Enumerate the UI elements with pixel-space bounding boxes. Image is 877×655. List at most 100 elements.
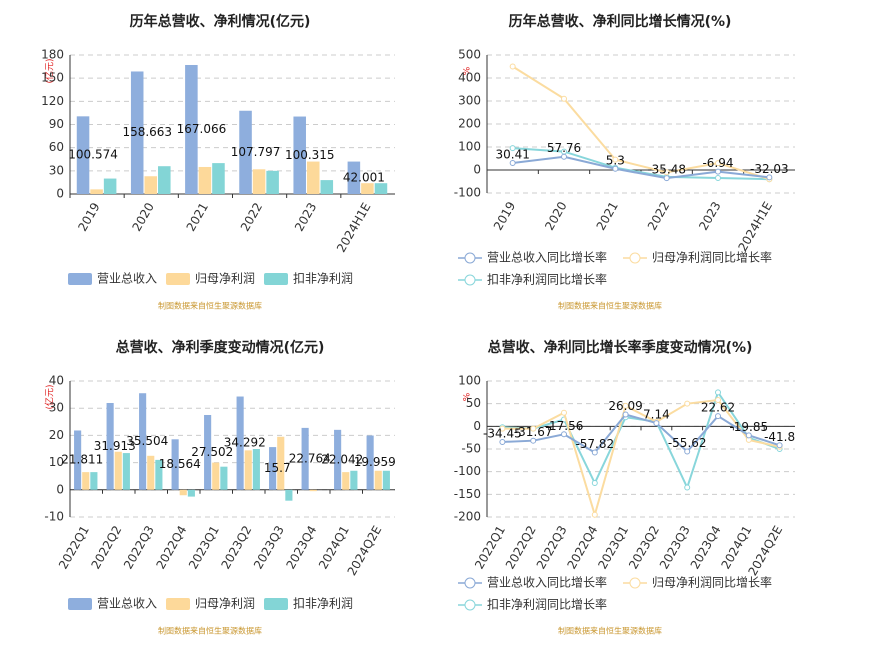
legend-label: 扣非净利润	[293, 597, 353, 611]
y-tick-label: 90	[49, 117, 64, 131]
legend-marker	[464, 577, 476, 589]
source-note: 制图数据来自恒生聚源数据库	[558, 301, 662, 311]
point	[776, 442, 783, 449]
x-tick-label: 2022	[645, 199, 672, 232]
chart-title: 总营收、净利同比增长率季度变动情况(%)	[488, 339, 753, 356]
legend-marker	[464, 274, 476, 286]
point	[715, 413, 721, 420]
bar	[309, 489, 317, 492]
point	[509, 145, 516, 152]
chart-title: 历年总营收、净利同比增长情况(%)	[509, 13, 732, 30]
value-label: -17.56	[545, 419, 584, 433]
point	[612, 156, 619, 163]
point	[745, 432, 752, 439]
line	[512, 155, 770, 180]
point	[715, 175, 721, 182]
legend-label: 扣非净利润同比增长率	[487, 272, 607, 287]
unit-label: (亿元)	[44, 384, 56, 409]
value-label: -34.45	[483, 426, 522, 440]
bar	[212, 163, 225, 194]
legend-label: 归母净利润	[195, 272, 255, 286]
bar	[366, 435, 374, 490]
bar	[82, 472, 90, 490]
value-label: 30.41	[495, 148, 529, 162]
point	[530, 437, 537, 444]
x-tick-label: 2020	[129, 200, 156, 233]
x-tick-label: 2022Q2	[88, 523, 124, 571]
value-label: -41.8	[764, 430, 795, 444]
line	[502, 398, 780, 519]
legend-marker	[464, 599, 476, 611]
y-tick-label: 100	[458, 374, 481, 388]
bar	[239, 110, 252, 194]
y-tick-label: 120	[41, 94, 64, 108]
bar	[122, 453, 130, 490]
x-tick-label: 2022	[238, 200, 265, 233]
bar	[301, 427, 309, 490]
bar	[350, 470, 358, 490]
value-label: 21.811	[61, 453, 103, 467]
legend-label: 归母净利润	[195, 597, 255, 611]
x-tick-label: 2019	[491, 199, 518, 232]
value-label: -55.62	[668, 436, 707, 450]
legend-label: 营业总收入	[97, 597, 157, 611]
point	[561, 153, 567, 160]
x-tick-label: 2023Q1	[186, 523, 222, 571]
source-note: 制图数据来自恒生聚源数据库	[558, 626, 662, 636]
value-label: 18.564	[159, 457, 201, 471]
bar	[90, 189, 103, 194]
point	[715, 397, 721, 404]
line	[502, 413, 780, 454]
legend-label: 营业总收入同比增长率	[487, 250, 607, 265]
point	[561, 95, 567, 102]
legend-label: 归母净利润同比增长率	[652, 575, 772, 590]
y-tick-label: 400	[458, 71, 481, 85]
y-tick-label: 30	[49, 401, 64, 415]
y-tick-label: 300	[458, 94, 481, 108]
bar	[220, 466, 228, 490]
bar	[334, 429, 342, 490]
x-tick-label: 2022Q1	[56, 523, 92, 571]
y-tick-label: -100	[454, 464, 481, 478]
point	[766, 174, 773, 181]
value-label: 42.001	[343, 170, 385, 184]
legend-marker	[629, 252, 641, 264]
legend-swatch	[68, 598, 92, 610]
x-tick-label: 2024H1E	[334, 200, 374, 254]
bar	[74, 430, 82, 490]
chart-title: 总营收、净利季度变动情况(亿元)	[116, 339, 325, 356]
y-tick-label: 50	[466, 396, 481, 410]
line	[512, 65, 770, 181]
y-tick-label: 0	[473, 163, 481, 177]
value-label: 15.7	[264, 461, 291, 475]
legend-marker	[629, 577, 641, 589]
point	[612, 165, 619, 172]
bar	[374, 470, 382, 490]
value-label: 107.797	[231, 145, 281, 159]
y-tick-label: 180	[41, 48, 64, 62]
y-tick-label: 0	[56, 187, 64, 201]
value-label: 100.574	[68, 148, 118, 162]
legend-swatch	[264, 273, 288, 285]
y-tick-label: 100	[458, 140, 481, 154]
value-label: 35.504	[126, 434, 168, 448]
x-tick-label: 2023Q4	[283, 523, 319, 571]
y-tick-label: -200	[454, 510, 481, 524]
legend-label: 归母净利润同比增长率	[652, 250, 772, 265]
y-tick-label: -150	[454, 487, 481, 501]
bar	[144, 176, 158, 194]
y-tick-label: -50	[461, 442, 481, 456]
bar	[212, 462, 220, 490]
bar	[285, 489, 293, 501]
bar	[187, 489, 195, 497]
point	[684, 484, 691, 491]
point	[663, 175, 670, 182]
bar	[252, 169, 266, 194]
point	[591, 449, 598, 456]
bar	[139, 393, 147, 490]
value-label: 27.502	[191, 445, 233, 459]
x-tick-label: 2022Q3	[121, 523, 157, 571]
bar	[179, 489, 187, 496]
x-tick-label: 2021	[184, 200, 211, 233]
legend-swatch	[166, 598, 190, 610]
